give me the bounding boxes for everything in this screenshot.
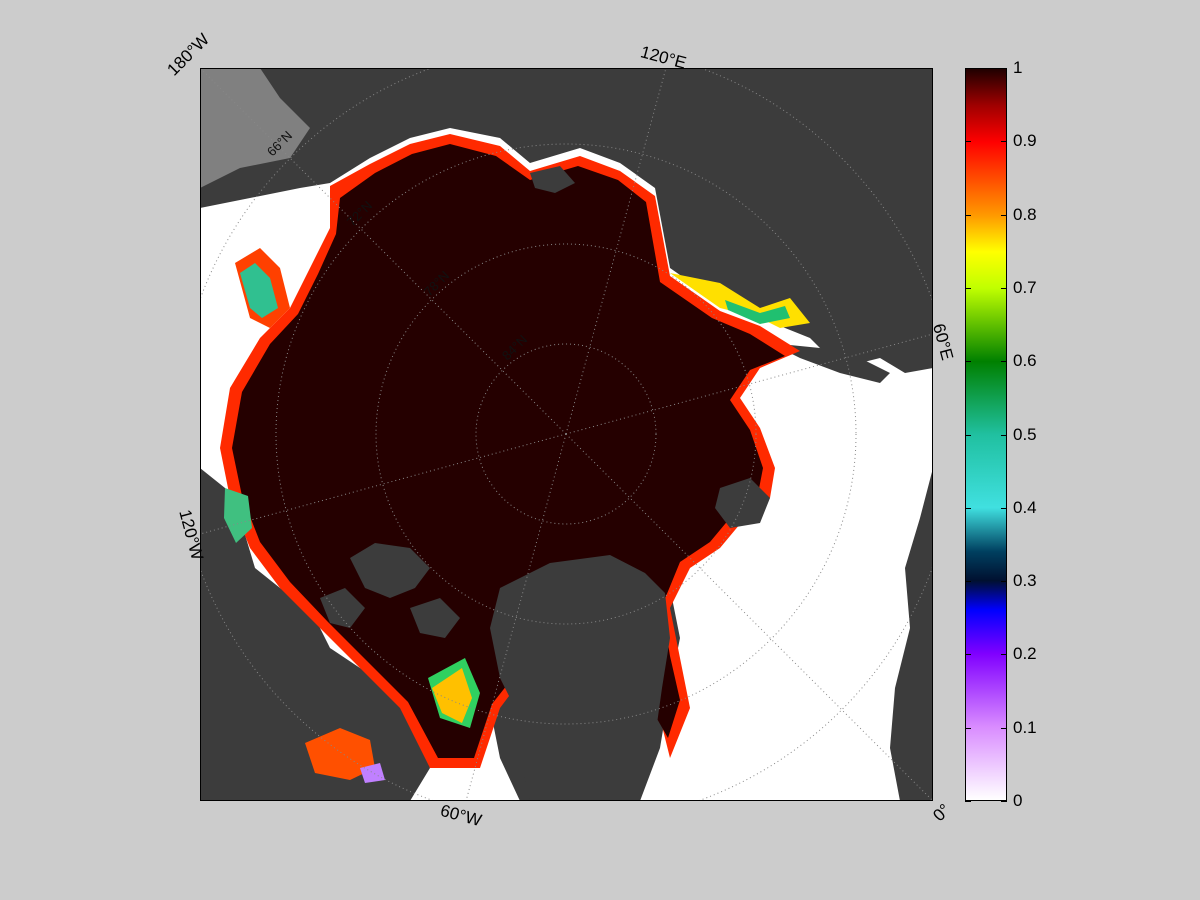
colorbar-tick-mark — [965, 288, 971, 289]
land-alaska — [200, 68, 310, 188]
lat-circle-72 — [275, 143, 857, 725]
meridian-60w — [465, 433, 567, 801]
lon-label-60w: 60°W — [438, 800, 484, 831]
colorbar-tick-mark — [965, 215, 971, 216]
colorbar — [965, 68, 1007, 801]
ice-labrador-edge — [305, 728, 375, 780]
colorbar-tick-mark — [965, 654, 971, 655]
ice-baffin-yellow — [432, 668, 472, 723]
colorbar-tick-mark — [1001, 141, 1007, 142]
meridian-0 — [565, 433, 933, 801]
colorbar-tick-mark — [1001, 728, 1007, 729]
colorbar-tick-mark — [1001, 435, 1007, 436]
colorbar-tick-mark — [965, 435, 971, 436]
colorbar-tick-label: 0.9 — [1013, 131, 1037, 151]
colorbar-tick-mark — [1001, 581, 1007, 582]
land-scandinavia — [890, 468, 933, 801]
meridian-120e — [565, 68, 667, 435]
colorbar-tick-mark — [1001, 361, 1007, 362]
colorbar-tick-label: 0.5 — [1013, 424, 1037, 444]
colorbar-tick-label: 0 — [1013, 791, 1023, 810]
colorbar-gradient — [966, 69, 1006, 800]
colorbar-tick-mark — [965, 581, 971, 582]
colorbar-tick-mark — [965, 68, 971, 69]
ice-hudson-green — [224, 488, 252, 543]
colorbar-tick-label: 1 — [1013, 58, 1023, 77]
colorbar-tick-mark — [965, 361, 971, 362]
colorbar-tick-mark — [965, 801, 971, 802]
colorbar-tick-mark — [965, 141, 971, 142]
map-border — [200, 68, 933, 801]
land-severnaya — [530, 166, 575, 193]
graticule — [200, 68, 933, 801]
colorbar-tick-label: 0.1 — [1013, 717, 1037, 737]
land-greenland-overlay — [490, 555, 670, 801]
colorbar-tick-mark — [1001, 801, 1007, 802]
land-archipelago — [320, 543, 460, 638]
lat-circle-78 — [375, 243, 757, 625]
colorbar-tick-label: 0.2 — [1013, 644, 1037, 664]
colorbar-tick-mark — [1001, 215, 1007, 216]
colorbar-tick-label: 0.8 — [1013, 204, 1037, 224]
meridian-120w — [200, 433, 567, 535]
colorbar-tick-mark — [1001, 68, 1007, 69]
ice-bering-green — [240, 263, 278, 318]
sea-ice-map: 66°N 72°N 78°N 84°N — [200, 68, 933, 801]
colorbar-tick-label: 0.7 — [1013, 277, 1037, 297]
land-canada — [200, 468, 430, 801]
meridian-60e — [565, 333, 933, 435]
colorbar-tick-label: 0.3 — [1013, 571, 1037, 591]
colorbar-tick-label: 0.6 — [1013, 351, 1037, 371]
colorbar-tick-mark — [1001, 288, 1007, 289]
land-svalbard — [715, 478, 770, 528]
lon-label-0: 0° — [929, 800, 955, 826]
map-canvas — [200, 68, 933, 801]
ice-barents-green — [725, 300, 790, 324]
lat-circle-84 — [475, 343, 657, 525]
colorbar-tick-mark — [965, 728, 971, 729]
colorbar-tick-mark — [1001, 654, 1007, 655]
land-novaya-zemlya — [770, 343, 890, 383]
sea-ice-concentration — [220, 134, 810, 801]
colorbar-tick-mark — [1001, 508, 1007, 509]
colorbar-tick-label: 0.4 — [1013, 497, 1037, 517]
colorbar-tick-mark — [965, 508, 971, 509]
land-siberia — [200, 68, 933, 373]
ice-labrador-purple — [360, 763, 385, 783]
